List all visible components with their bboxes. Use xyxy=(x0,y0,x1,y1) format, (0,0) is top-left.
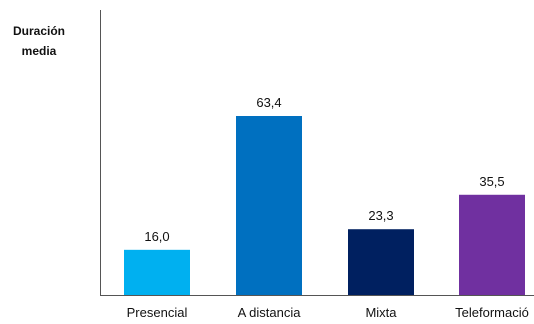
bar-presencial xyxy=(124,249,190,295)
chart-ylabel: Duración media xyxy=(6,21,72,61)
data-label-a-distancia: 63,4 xyxy=(256,95,281,110)
ylabel-line-2: media xyxy=(21,44,57,58)
tick-label-a-distancia: A distancia xyxy=(238,305,302,320)
ylabel-line-1: Duración xyxy=(12,24,65,38)
data-label-presencial: 16,0 xyxy=(144,229,169,244)
bar-teleformaci- xyxy=(459,194,525,295)
data-label-teleformaci-: 35,5 xyxy=(479,174,504,189)
tick-label-presencial: Presencial xyxy=(127,305,188,320)
tick-label-teleformaci-: Teleformació xyxy=(455,305,529,320)
bar-mixta xyxy=(348,229,414,295)
data-label-mixta: 23,3 xyxy=(368,208,393,223)
tick-label-mixta: Mixta xyxy=(365,305,397,320)
bar-a-distancia xyxy=(236,116,302,295)
